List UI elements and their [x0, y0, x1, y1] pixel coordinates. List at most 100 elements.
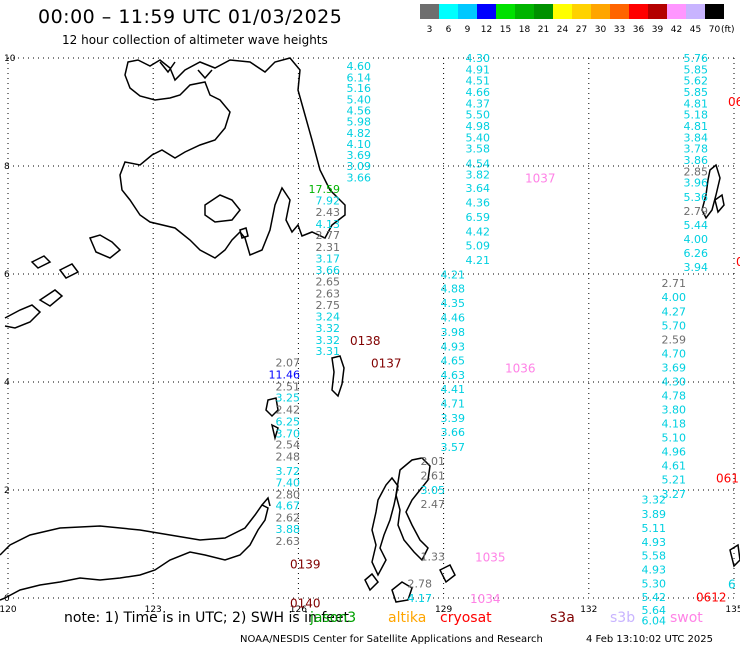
- swh-value: 2.85: [684, 165, 709, 178]
- swh-value: 2.31: [316, 241, 341, 254]
- pass-label: 0138: [350, 334, 381, 348]
- x-tick-label: 123: [145, 605, 162, 615]
- mission-cryosat: cryosat: [440, 610, 492, 626]
- swh-value: 5.50: [466, 109, 491, 122]
- swh-value: 3.69: [347, 149, 372, 162]
- swh-value: 3.66: [316, 264, 341, 277]
- swh-value: 4.37: [466, 97, 491, 110]
- swh-value: 4.30: [466, 52, 491, 65]
- track: 2.012.61 3.052.47 1.33 1035: [421, 455, 506, 565]
- swh-value: 2.42: [276, 404, 301, 417]
- swh-value: 5.44: [684, 219, 709, 232]
- legend-swatch: [458, 4, 477, 19]
- track: 4.214.884.35 4.463.984.934.65 4.634.41 4.71…: [441, 269, 536, 454]
- swh-value: 3.82: [466, 169, 491, 182]
- pass-label: 0137: [371, 357, 402, 371]
- track: 5.765.855.625.854.815.184.813.843.783.86…: [684, 52, 740, 274]
- swh-value: 2.77: [316, 229, 341, 242]
- swh-value: 4.93: [642, 536, 667, 549]
- swh-value: 3.69: [662, 361, 687, 374]
- swh-value: 6.04: [642, 615, 667, 628]
- swh-value: 3.94: [684, 261, 709, 274]
- axis-ticks: 120 123 126 129 132 135 10 8 6 4 2 0: [0, 54, 740, 615]
- swh-value: 5.18: [684, 109, 709, 122]
- swh-value: 1.33: [421, 550, 446, 563]
- swh-value: 4.81: [684, 120, 709, 133]
- swh-value: 2.63: [316, 287, 341, 300]
- legend-swatch: [591, 4, 610, 19]
- legend-label: 18: [519, 25, 531, 35]
- swh-value: 2.43: [316, 206, 341, 219]
- swh-value: 2.07: [276, 357, 301, 370]
- swh-value: 3.17: [316, 252, 341, 265]
- mission-jason3: jason3: [310, 610, 357, 626]
- pass-label: 0140: [290, 596, 321, 610]
- legend-label: 39: [652, 25, 664, 35]
- swh-value: 5.58: [642, 549, 667, 562]
- swh-value: 3.98: [441, 326, 466, 339]
- swh-value: 3.05: [421, 484, 446, 497]
- swh-value: 5.36: [684, 191, 709, 204]
- swh-value: 2.62: [276, 512, 301, 525]
- legend-swatch: [667, 4, 686, 19]
- swh-value: 3.24: [316, 311, 341, 324]
- swh-value: 4.10: [347, 138, 372, 151]
- x-tick-label: 135: [725, 605, 740, 615]
- track: 2.714.004.275.702.594.703.694.30 4.783.80…: [662, 277, 740, 501]
- swh-value: 6.14: [347, 71, 372, 84]
- swh-value: 17.59: [309, 183, 341, 196]
- swh-value: 3.09: [347, 160, 372, 173]
- swh-value: 4.00: [662, 291, 687, 304]
- swh-value: 4.63: [441, 369, 466, 382]
- generated-date: 4 Feb 13:10:02 UTC 2025: [586, 634, 713, 645]
- legend-swatch: [629, 4, 648, 19]
- swh-value: 2.48: [276, 451, 301, 464]
- legend-label: 15: [500, 25, 511, 35]
- pass-label: 0611: [716, 472, 740, 486]
- swh-value: 5.98: [347, 116, 372, 129]
- note-text: note: 1) Time is in UTC; 2) SWH is in fe…: [64, 610, 350, 626]
- swh-value: 2.75: [316, 299, 341, 312]
- legend-swatch: [648, 4, 667, 19]
- legend-swatch: [439, 4, 458, 19]
- x-tick-label: 120: [0, 605, 17, 615]
- y-tick-label: 10: [4, 54, 16, 64]
- swh-value: 3.32: [642, 494, 667, 507]
- swh-value: 3.64: [466, 182, 491, 195]
- y-tick-label: 6: [4, 270, 10, 280]
- swh-value: 5.85: [684, 63, 709, 76]
- legend-swatch: [496, 4, 515, 19]
- swh-value: 3.66: [347, 171, 372, 184]
- track: 4.304.914.514.664.375.504.985.403.584.54…: [466, 52, 556, 267]
- mission-swot: swot: [670, 610, 703, 626]
- swh-value: 5.40: [347, 94, 372, 107]
- y-tick-label: 0: [4, 594, 10, 604]
- swh-value: 2.59: [662, 333, 687, 346]
- pass-label: 1036: [505, 361, 536, 375]
- swh-value: 4.56: [347, 104, 372, 117]
- swh-value: 3.39: [441, 412, 466, 425]
- legend-label: 6: [446, 25, 452, 35]
- swh-value: 5.40: [466, 131, 491, 144]
- altimeter-tracks: 4.606.145.165.404.565.984.824.103.693.09…: [269, 52, 740, 628]
- swh-value: 2.47: [421, 498, 446, 511]
- swh-value: 6.26: [684, 247, 709, 260]
- swh-value: 4.60: [347, 60, 372, 73]
- swh-value: 4.17: [408, 592, 433, 605]
- legend-label: 30: [595, 25, 607, 35]
- swh-value: 5.62: [684, 75, 709, 88]
- swh-value: 3.89: [642, 508, 667, 521]
- swh-value: 4.51: [466, 75, 491, 88]
- legend-label: 9: [465, 25, 471, 35]
- swh-value: 3.96: [684, 177, 709, 190]
- swh-value: 3.31: [316, 345, 341, 358]
- y-tick-label: 4: [4, 378, 10, 388]
- swh-value: 3.32: [316, 322, 341, 335]
- swh-value: 3.27: [662, 488, 687, 501]
- swh-value: 2.61: [421, 469, 446, 482]
- swh-value: 4.21: [466, 254, 491, 267]
- swh-value: 5.64: [642, 604, 667, 617]
- legend-swatch: [705, 4, 724, 19]
